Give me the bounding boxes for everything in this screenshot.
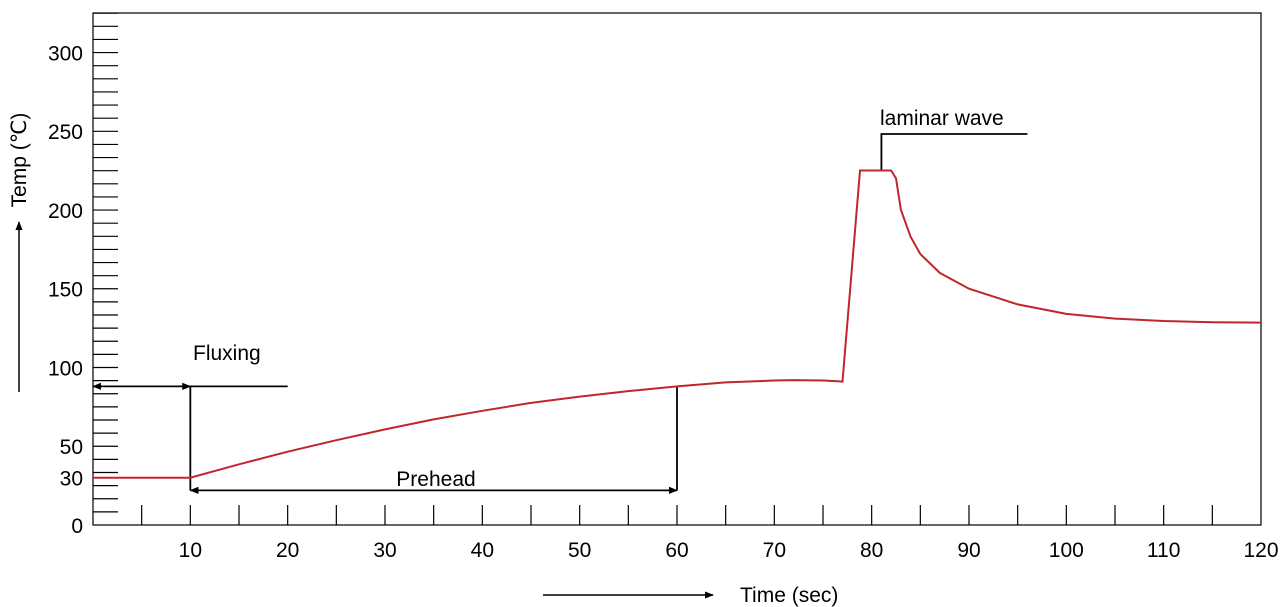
x-tick-label: 10 xyxy=(179,539,202,562)
y-axis-label: Temp (℃) xyxy=(8,113,31,208)
annotation-fluxing: Fluxing xyxy=(193,342,261,365)
x-tick-label: 100 xyxy=(1049,539,1084,562)
y-tick-label: 100 xyxy=(48,357,83,380)
annotation-lines xyxy=(92,133,1028,494)
x-tick-label: 20 xyxy=(276,539,299,562)
x-tick-label: 70 xyxy=(763,539,786,562)
y-tick-label: 0 xyxy=(71,515,83,538)
y-tick-label: 200 xyxy=(48,200,83,223)
x-tick-label: 80 xyxy=(860,539,883,562)
y-tick-label: 30 xyxy=(60,468,83,491)
y-tick-label: 300 xyxy=(48,42,83,65)
laminar-wave-leader xyxy=(880,133,1028,171)
y-tick-label: 150 xyxy=(48,279,83,302)
x-tick-label: 30 xyxy=(373,539,396,562)
annotation-prehead: Prehead xyxy=(396,468,475,491)
x-tick-label: 40 xyxy=(471,539,494,562)
x-tick-label: 50 xyxy=(568,539,591,562)
x-tick-labels: 10 20 30 40 50 60 70 80 90 100 110 120 xyxy=(179,539,1279,562)
x-tick-label: 120 xyxy=(1243,539,1278,562)
annotation-laminar-wave: laminar wave xyxy=(880,107,1004,130)
y-tick-label: 50 xyxy=(60,436,83,459)
y-tick-label: 250 xyxy=(48,121,83,144)
x-minor-ticks xyxy=(141,505,1213,525)
x-tick-label: 60 xyxy=(665,539,688,562)
series-line xyxy=(93,169,1262,479)
x-tick-label: 90 xyxy=(957,539,980,562)
x-tick-label: 110 xyxy=(1147,539,1180,562)
y-tick-labels: 0 30 50 100 150 200 250 300 xyxy=(48,42,83,538)
y-minor-ticks xyxy=(93,12,118,513)
x-axis-label: Time (sec) xyxy=(740,584,838,607)
